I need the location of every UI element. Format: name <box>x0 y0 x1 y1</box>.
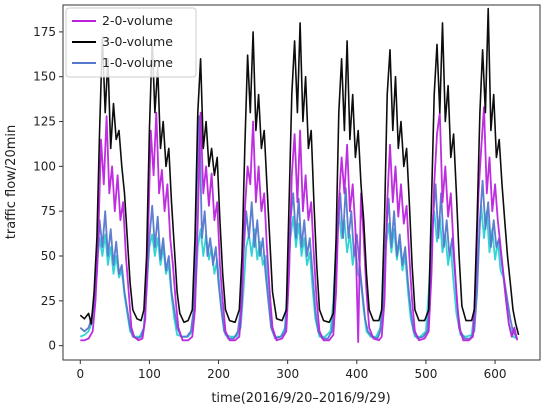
legend-box <box>65 7 197 78</box>
series-line-unnamed <box>79 204 518 340</box>
legend: 2-0-volume 3-0-volume 1-0-volume <box>65 7 197 78</box>
y-tick-label: 50 <box>41 249 56 263</box>
legend-label: 1-0-volume <box>102 55 173 70</box>
x-tick-label: 300 <box>276 367 299 381</box>
y-axis-ticks: 0 25 50 75 100 125 150 175 <box>33 25 63 353</box>
y-tick-label: 175 <box>33 25 56 39</box>
y-tick-label: 0 <box>48 339 56 353</box>
series-line-1-0-volume <box>79 115 518 340</box>
y-tick-label: 100 <box>33 159 56 173</box>
x-tick-label: 0 <box>76 367 84 381</box>
y-tick-label: 125 <box>33 115 56 129</box>
x-tick-label: 200 <box>207 367 230 381</box>
series-line-2-0-volume <box>80 106 519 344</box>
plot-frame <box>62 4 541 361</box>
x-axis-ticks: 0 100 200 300 400 500 600 <box>76 360 507 381</box>
y-tick-label: 75 <box>41 204 56 218</box>
x-tick-label: 600 <box>484 367 507 381</box>
x-tick-label: 500 <box>414 367 437 381</box>
legend-label: 2-0-volume <box>102 13 173 28</box>
x-tick-label: 400 <box>345 367 368 381</box>
x-tick-label: 100 <box>138 367 161 381</box>
x-axis-label: time(2016/9/20–2016/9/29) <box>211 391 390 406</box>
y-tick-label: 25 <box>41 294 56 308</box>
legend-label: 3-0-volume <box>102 34 173 49</box>
y-axis-label: traffic flow/20min <box>4 125 19 239</box>
y-tick-label: 150 <box>33 70 56 84</box>
